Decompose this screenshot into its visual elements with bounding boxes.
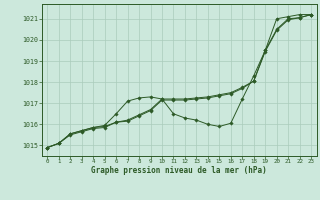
X-axis label: Graphe pression niveau de la mer (hPa): Graphe pression niveau de la mer (hPa) — [91, 166, 267, 175]
